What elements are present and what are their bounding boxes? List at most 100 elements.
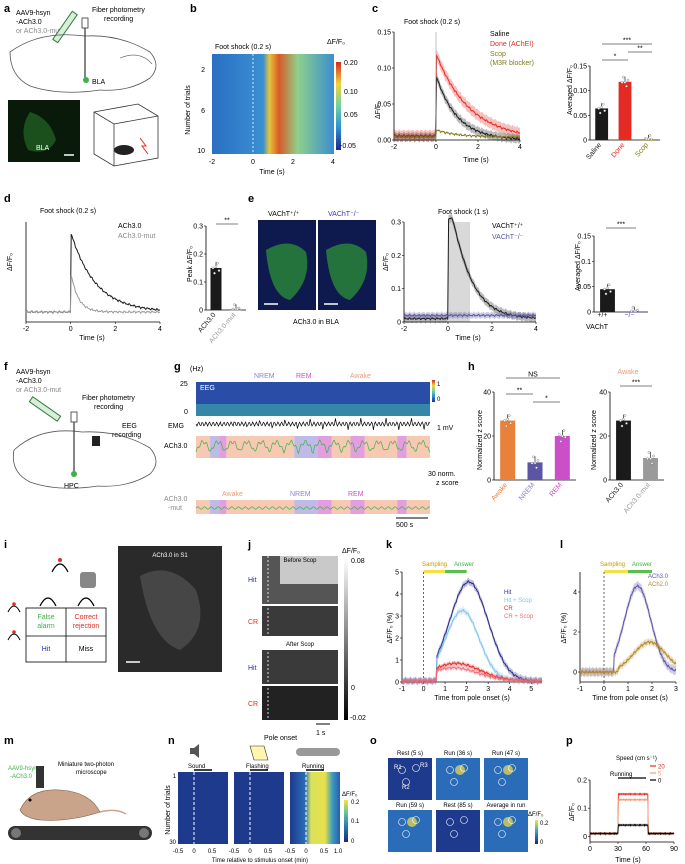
y-tick-label: 0.15	[577, 234, 591, 241]
category-label: Saline	[585, 142, 603, 161]
series-wt-band	[404, 213, 536, 324]
panel-letter: i	[4, 539, 7, 551]
virus-label: AAV9-hsyn	[16, 10, 51, 17]
state-band	[331, 436, 351, 458]
x-tick-label: -1	[399, 686, 405, 693]
epoch-label: Sampling	[600, 562, 625, 568]
data-point	[561, 434, 564, 438]
line-plot-e: -2 0 2 400.10.20.3	[391, 213, 538, 333]
virus-label: -ACh3.0	[16, 19, 42, 26]
y-tick-label: 0.2	[193, 252, 203, 259]
outcome-label: Correct	[75, 614, 98, 621]
data-point	[503, 419, 506, 422]
y-tick-label: 5	[395, 570, 399, 577]
bar	[618, 81, 632, 140]
series-cr-scop	[402, 666, 543, 684]
roi-circle	[412, 816, 420, 824]
colorbar-tick: 0	[540, 840, 544, 846]
image-caption: ACh3.0 in BLA	[293, 319, 339, 326]
roi-circle	[508, 816, 516, 824]
sampling-bar	[604, 570, 628, 573]
panel-f: f AAV9-hsyn -ACh3.0 or ACh3.0-mut Fiber …	[4, 361, 157, 490]
roi-circle	[498, 830, 506, 838]
roi-circle	[494, 766, 502, 774]
tile-title: Run (47 s)	[492, 751, 520, 757]
bar	[643, 458, 658, 480]
bar	[641, 140, 655, 141]
data-point	[603, 109, 606, 113]
panel-letter: c	[372, 3, 378, 15]
heatmap-sound	[178, 772, 228, 844]
bar	[616, 420, 631, 480]
y-axis-label: Normalized z score	[591, 410, 598, 470]
bar	[600, 289, 615, 312]
legend-entry: VAChT⁻/⁻	[492, 234, 524, 241]
series-ko	[403, 313, 537, 318]
category-label: Done	[610, 142, 626, 159]
x-tick-label: 0	[446, 326, 450, 333]
chart-title: Foot shock (0.2 s)	[404, 19, 460, 26]
scale-label: z score	[436, 480, 459, 487]
data-point	[509, 422, 512, 425]
colorbar-tick: 0.1	[351, 819, 360, 825]
colorbar-tick: 0.2	[351, 800, 360, 806]
flash-icon	[249, 745, 269, 761]
bar-plot-e: 0 0.05 0.1 0.15 +/+ −/− ***	[577, 222, 648, 319]
bar	[595, 108, 609, 140]
legend-entry: VAChT⁺/⁺	[492, 223, 524, 230]
image-tile	[436, 758, 480, 800]
outcome-label: False	[37, 614, 54, 621]
legend-entry: (M3R blocker)	[490, 60, 534, 67]
state-band	[196, 500, 211, 514]
x-tick-label: 0	[248, 849, 252, 855]
x-tick-label: -2	[23, 326, 29, 333]
y-tick-label: 0	[587, 310, 591, 317]
line-plot-d: -2 0 2 4	[23, 222, 162, 333]
x-axis-label: Time (s)	[259, 169, 284, 176]
x-tick-label: 0	[192, 849, 196, 855]
roi-label: R3	[420, 763, 428, 769]
colorbar-label: ΔF/F₀	[342, 548, 360, 555]
y-axis-label: Peak ΔF/F₀	[187, 246, 194, 282]
roi-circle	[446, 818, 454, 826]
significance-label: **	[637, 46, 643, 53]
data-point	[598, 111, 602, 115]
data-point	[650, 137, 653, 141]
x-tick-label: 3	[486, 686, 490, 693]
state-label: Awake	[350, 373, 371, 380]
y-tick-label: 0.05	[377, 102, 391, 109]
colorbar	[535, 820, 538, 844]
state-label: NREM	[254, 373, 275, 380]
x-tick-label: 30	[614, 846, 622, 853]
data-point	[631, 305, 635, 309]
data-point	[623, 81, 627, 84]
data-point	[623, 414, 627, 417]
series-speed-5-band	[590, 797, 674, 836]
y-tick-label: 0.10	[573, 88, 587, 95]
scope-label: Miniature two-photon	[58, 762, 114, 768]
data-point	[217, 269, 221, 272]
image-label: BLA	[36, 145, 50, 152]
tile-title: Run (36 s)	[444, 751, 472, 757]
x-tick-label: 2	[476, 144, 480, 151]
data-point	[607, 283, 611, 287]
region-label: HPC	[64, 483, 79, 490]
colorbar	[344, 800, 348, 842]
bar	[210, 268, 222, 310]
panel-i: i False alarm Correct rejection Hit Miss…	[4, 539, 222, 672]
tile-title: Run (59 s)	[396, 803, 424, 809]
data-point	[636, 308, 639, 312]
series-done	[393, 53, 521, 138]
y-axis-label: Number of trials	[185, 85, 192, 135]
raster-title: After Scop	[286, 642, 315, 648]
series-ach20	[580, 640, 677, 675]
brain-sagittal-icon	[12, 411, 157, 489]
colorbar-tick: 0.08	[351, 558, 365, 565]
colorbar-tick: 0.05	[344, 112, 358, 119]
panel-n: n Sound Flashing Running Number of trial…	[165, 735, 360, 864]
stimulus-label: Flashing	[246, 764, 269, 770]
tile-title: Average in run	[487, 803, 526, 809]
series-scop	[393, 129, 521, 140]
